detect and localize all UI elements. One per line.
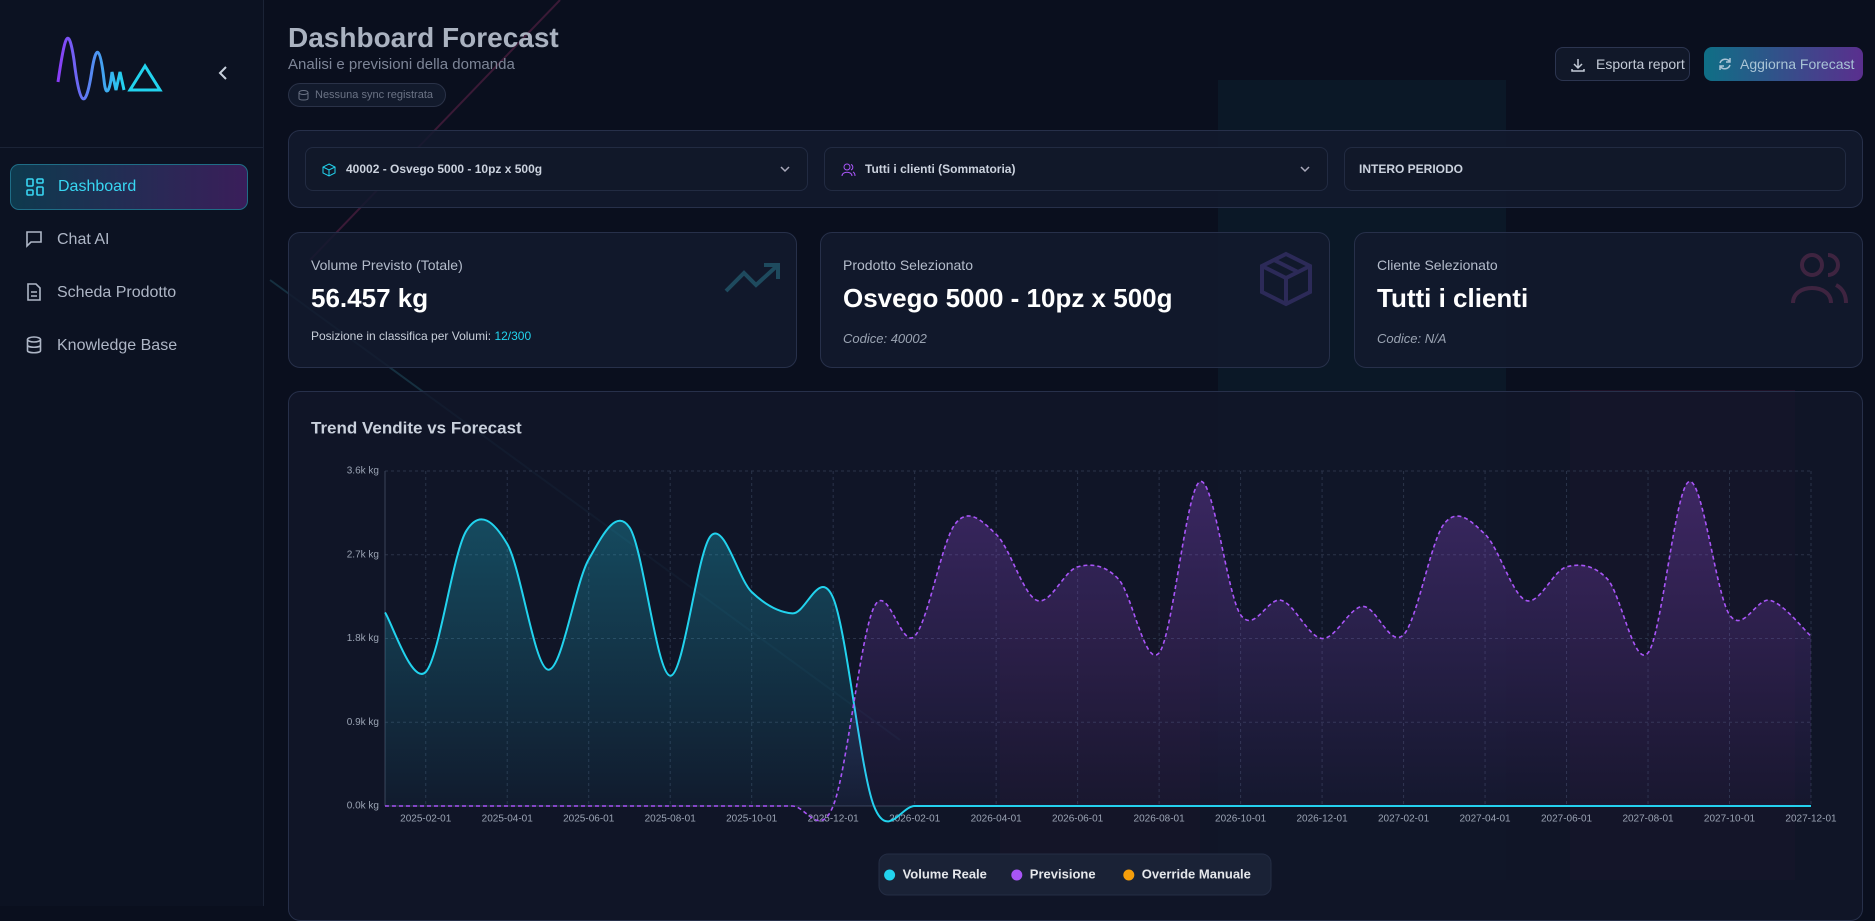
sync-badge: Nessuna sync registrata (288, 83, 446, 107)
legend-label: Volume Reale (903, 866, 987, 881)
kpi-note-link[interactable]: 12/300 (494, 329, 532, 343)
x-tick-label: 2025-04-01 (482, 814, 534, 825)
area (385, 481, 1811, 821)
nav-item[interactable]: Scheda Prodotto (10, 270, 248, 316)
chart-title: Trend Vendite vs Forecast (311, 418, 522, 437)
x-tick-label: 2025-10-01 (726, 814, 778, 825)
refresh-button[interactable]: Aggiorna Forecast (1704, 47, 1863, 81)
kpi-note-text: Posizione in classifica per Volumi: (311, 329, 492, 343)
nav-label: Dashboard (58, 178, 137, 195)
logo (56, 36, 163, 101)
export-label: Esporta report (1596, 56, 1685, 72)
x-tick-label: 2026-12-01 (1297, 814, 1349, 825)
box-icon (322, 163, 336, 177)
client-select[interactable]: Tutti i clienti (Sommatoria) (824, 147, 1328, 191)
x-tick-label: 2027-10-01 (1704, 814, 1756, 825)
x-tick-label: 2025-06-01 (563, 814, 615, 825)
kpi-card: Volume Previsto (Totale) 56.457 kg Posiz… (288, 232, 797, 368)
legend (878, 853, 1272, 896)
refresh-label: Aggiorna Forecast (1740, 56, 1855, 72)
x-tick-label: 2026-10-01 (1215, 814, 1267, 825)
nav-label: Chat AI (57, 231, 110, 248)
nav-icon (26, 178, 44, 196)
kpi-card: Prodotto Selezionato Osvego 5000 - 10pz … (820, 232, 1330, 368)
x-tick-label: 2027-08-01 (1622, 814, 1674, 825)
nav-item[interactable]: Knowledge Base (10, 323, 248, 369)
filter-bar: 40002 - Osvego 5000 - 10pz x 500g Tutti … (288, 130, 1863, 208)
sync-status: Nessuna sync registrata (315, 89, 433, 101)
users-icon (841, 163, 856, 177)
nav-icon (27, 283, 41, 301)
x-tick-label: 2027-06-01 (1541, 814, 1593, 825)
chevron (780, 166, 790, 173)
nav-label: Scheda Prodotto (57, 284, 177, 301)
kpi-note: Posizione in classifica per Volumi: 12/3… (311, 329, 531, 343)
x-tick-label: 2027-04-01 (1459, 814, 1511, 825)
y-tick-label: 3.6k kg (347, 466, 379, 477)
x-tick-label: 2026-02-01 (889, 814, 941, 825)
kpi-label: Prodotto Selezionato (843, 257, 973, 273)
sidebar: Dashboard Chat AI Scheda Prodotto Knowledge… (0, 0, 264, 906)
x-tick-label: 2026-04-01 (971, 814, 1023, 825)
period-select[interactable]: INTERO PERIODO (1344, 147, 1846, 191)
y-tick-label: 0.9k kg (347, 717, 379, 728)
kpi-value: 56.457 kg (311, 283, 429, 313)
area (385, 519, 1811, 822)
kpi-label: Volume Previsto (Totale) (311, 257, 463, 273)
x-tick-label: 2026-08-01 (1134, 814, 1186, 825)
x-tick-label: 2025-08-01 (645, 814, 697, 825)
page-title: Dashboard Forecast (288, 22, 559, 53)
kpi-label: Cliente Selezionato (1377, 257, 1498, 273)
refresh-icon (1719, 58, 1731, 70)
db-icon (298, 90, 309, 101)
nav-icon (26, 231, 42, 248)
x-tick-label: 2027-02-01 (1378, 814, 1430, 825)
nav-item[interactable]: Chat AI (10, 217, 248, 263)
x-tick-label: 2025-02-01 (400, 814, 452, 825)
legend-dot (1011, 869, 1023, 881)
kpi-note: Codice: 40002 (843, 331, 927, 346)
client-value: Tutti i clienti (Sommatoria) (865, 162, 1016, 176)
x-tick-label: 2025-12-01 (808, 814, 860, 825)
legend-label: Override Manuale (1142, 866, 1251, 881)
kpi-card: Cliente Selezionato Tutti i clienti Codi… (1354, 232, 1863, 368)
x-tick-label: 2027-12-01 (1785, 814, 1837, 825)
collapse-button[interactable] (215, 64, 233, 82)
nav-item[interactable]: Dashboard (10, 164, 248, 210)
nav-label: Knowledge Base (57, 337, 178, 354)
legend-dot (1123, 869, 1135, 881)
export-button[interactable]: Esporta report (1555, 47, 1690, 81)
users-icon-large (1791, 253, 1848, 304)
product-value: 40002 - Osvego 5000 - 10pz x 500g (346, 162, 543, 176)
kpi-value: Osvego 5000 - 10pz x 500g (843, 283, 1173, 313)
y-tick-label: 2.7k kg (347, 549, 379, 560)
product-select[interactable]: 40002 - Osvego 5000 - 10pz x 500g (305, 147, 808, 191)
kpi-value: Tutti i clienti (1377, 283, 1529, 313)
period-value: INTERO PERIODO (1359, 162, 1464, 176)
box-icon-large (1260, 251, 1312, 307)
series-line (385, 480, 1812, 822)
y-tick-label: 0.0k kg (347, 801, 379, 812)
nav-icon (26, 336, 42, 354)
chevron (1300, 166, 1310, 173)
legend-dot (884, 869, 896, 881)
x-tick-label: 2026-06-01 (1052, 814, 1104, 825)
page-subtitle: Analisi e previsioni della domanda (288, 56, 515, 73)
kpi-note: Codice: N/A (1377, 331, 1447, 346)
trend-icon (724, 263, 780, 293)
y-tick-label: 1.8k kg (347, 633, 379, 644)
divider (0, 147, 264, 148)
download-icon (1571, 59, 1585, 72)
legend-label: Previsione (1030, 866, 1096, 881)
